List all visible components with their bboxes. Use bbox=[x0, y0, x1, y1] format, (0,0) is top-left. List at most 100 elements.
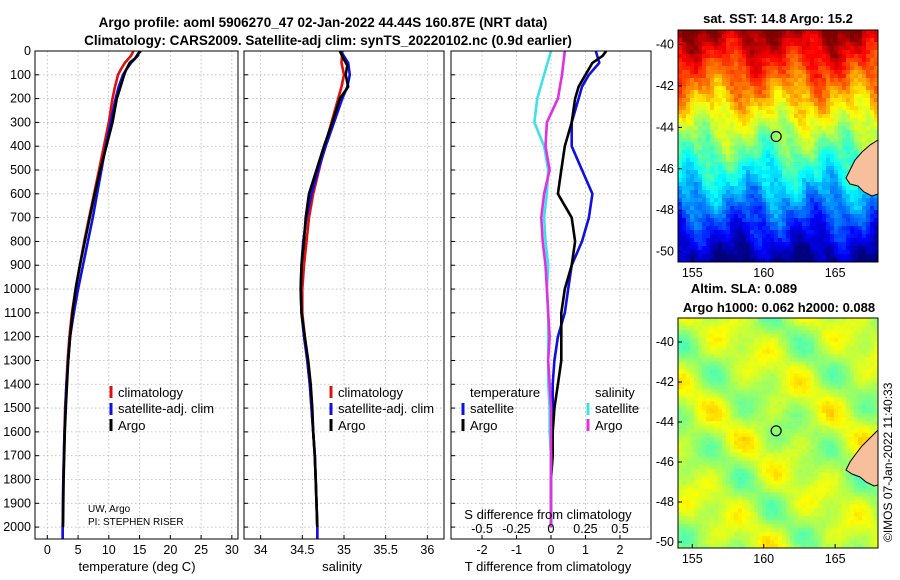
sla-cell bbox=[850, 425, 855, 430]
sst-cell bbox=[842, 242, 847, 247]
sst-cell bbox=[758, 222, 763, 227]
sla-cell bbox=[858, 397, 863, 402]
sst-cell bbox=[846, 90, 851, 95]
sst-cell bbox=[806, 78, 811, 83]
sst-cell bbox=[702, 250, 707, 255]
sst-cell bbox=[814, 238, 819, 243]
sst-cell bbox=[726, 166, 731, 171]
sst-cell bbox=[810, 226, 815, 231]
sst-cell bbox=[802, 114, 807, 119]
sst-cell bbox=[842, 38, 847, 43]
sst-cell bbox=[802, 138, 807, 143]
sst-cell bbox=[758, 66, 763, 71]
sst-cell bbox=[702, 246, 707, 251]
sst-cell bbox=[810, 74, 815, 79]
sst-cell bbox=[874, 54, 879, 59]
sla-cell bbox=[854, 325, 859, 331]
sst-cell bbox=[702, 230, 707, 235]
sst-cell bbox=[818, 62, 823, 67]
sla-cell bbox=[806, 361, 811, 366]
sla-cell bbox=[766, 413, 771, 418]
sst-cell bbox=[742, 146, 747, 151]
sst-cell bbox=[870, 106, 875, 111]
sst-cell bbox=[702, 202, 707, 207]
sst-cell bbox=[686, 42, 691, 47]
sla-cell bbox=[870, 321, 875, 327]
sst-cell bbox=[810, 146, 815, 151]
sst-cell bbox=[814, 162, 819, 167]
sla-cell bbox=[838, 333, 843, 339]
sla-cell bbox=[722, 440, 727, 446]
sla-cell bbox=[786, 393, 791, 398]
sla-cell bbox=[698, 409, 703, 414]
sst-cell bbox=[706, 134, 711, 139]
sst-cell bbox=[822, 242, 827, 247]
sla-cell bbox=[858, 433, 863, 438]
sst-cell bbox=[826, 106, 831, 111]
sla-cell bbox=[694, 452, 699, 458]
sst-cell bbox=[794, 118, 799, 123]
sst-cell bbox=[746, 258, 751, 263]
sla-cell bbox=[778, 353, 783, 358]
sst-cell bbox=[758, 258, 763, 263]
sst-cell bbox=[678, 94, 683, 99]
sla-cell bbox=[810, 389, 815, 394]
sst-cell bbox=[678, 90, 683, 95]
sst-cell bbox=[770, 170, 775, 175]
sla-cell bbox=[842, 345, 847, 351]
sst-cell bbox=[714, 54, 719, 59]
sst-cell bbox=[726, 30, 731, 35]
sst-cell bbox=[782, 34, 787, 39]
sla-cell bbox=[746, 401, 751, 406]
series-line-t-argo bbox=[549, 51, 608, 528]
sst-cell bbox=[810, 62, 815, 67]
sla-cell bbox=[730, 318, 735, 323]
sst-cell bbox=[846, 194, 851, 199]
sst-cell bbox=[750, 218, 755, 223]
sst-cell bbox=[718, 130, 723, 135]
sla-cell bbox=[846, 452, 851, 458]
sst-cell bbox=[766, 38, 771, 43]
sst-cell bbox=[850, 198, 855, 203]
sst-cell bbox=[718, 234, 723, 239]
sst-cell bbox=[830, 222, 835, 227]
sst-cell bbox=[710, 190, 715, 195]
sst-cell bbox=[874, 102, 879, 107]
sst-cell bbox=[862, 234, 867, 239]
sst-cell bbox=[866, 210, 871, 215]
sla-cell bbox=[726, 337, 731, 343]
sst-cell bbox=[762, 198, 767, 203]
sla-cell bbox=[746, 440, 751, 446]
sst-cell bbox=[786, 206, 791, 211]
sla-cell bbox=[762, 440, 767, 446]
sla-cell bbox=[798, 337, 803, 343]
sst-cell bbox=[854, 186, 859, 191]
sst-cell bbox=[814, 34, 819, 39]
sst-cell bbox=[726, 94, 731, 99]
sst-cell bbox=[806, 246, 811, 251]
sst-cell bbox=[682, 122, 687, 127]
sla-cell bbox=[766, 440, 771, 446]
sla-cell bbox=[806, 318, 811, 323]
sst-cell bbox=[834, 126, 839, 131]
sla-cell bbox=[702, 333, 707, 339]
sst-cell bbox=[814, 94, 819, 99]
sst-cell bbox=[734, 222, 739, 227]
sst-cell bbox=[714, 90, 719, 95]
sst-cell bbox=[782, 94, 787, 99]
sst-cell bbox=[858, 250, 863, 255]
sst-cell bbox=[850, 154, 855, 159]
sst-cell bbox=[790, 46, 795, 51]
sla-cell bbox=[766, 377, 771, 382]
sst-cell bbox=[734, 234, 739, 239]
sst-cell bbox=[754, 242, 759, 247]
sla-cell bbox=[842, 444, 847, 450]
sst-cell bbox=[738, 38, 743, 43]
sla-cell bbox=[758, 421, 763, 426]
sla-cell bbox=[838, 385, 843, 390]
sst-cell bbox=[822, 126, 827, 131]
sla-cell bbox=[794, 436, 799, 442]
sst-cell bbox=[826, 214, 831, 219]
sst-cell bbox=[826, 166, 831, 171]
sla-cell bbox=[798, 333, 803, 339]
